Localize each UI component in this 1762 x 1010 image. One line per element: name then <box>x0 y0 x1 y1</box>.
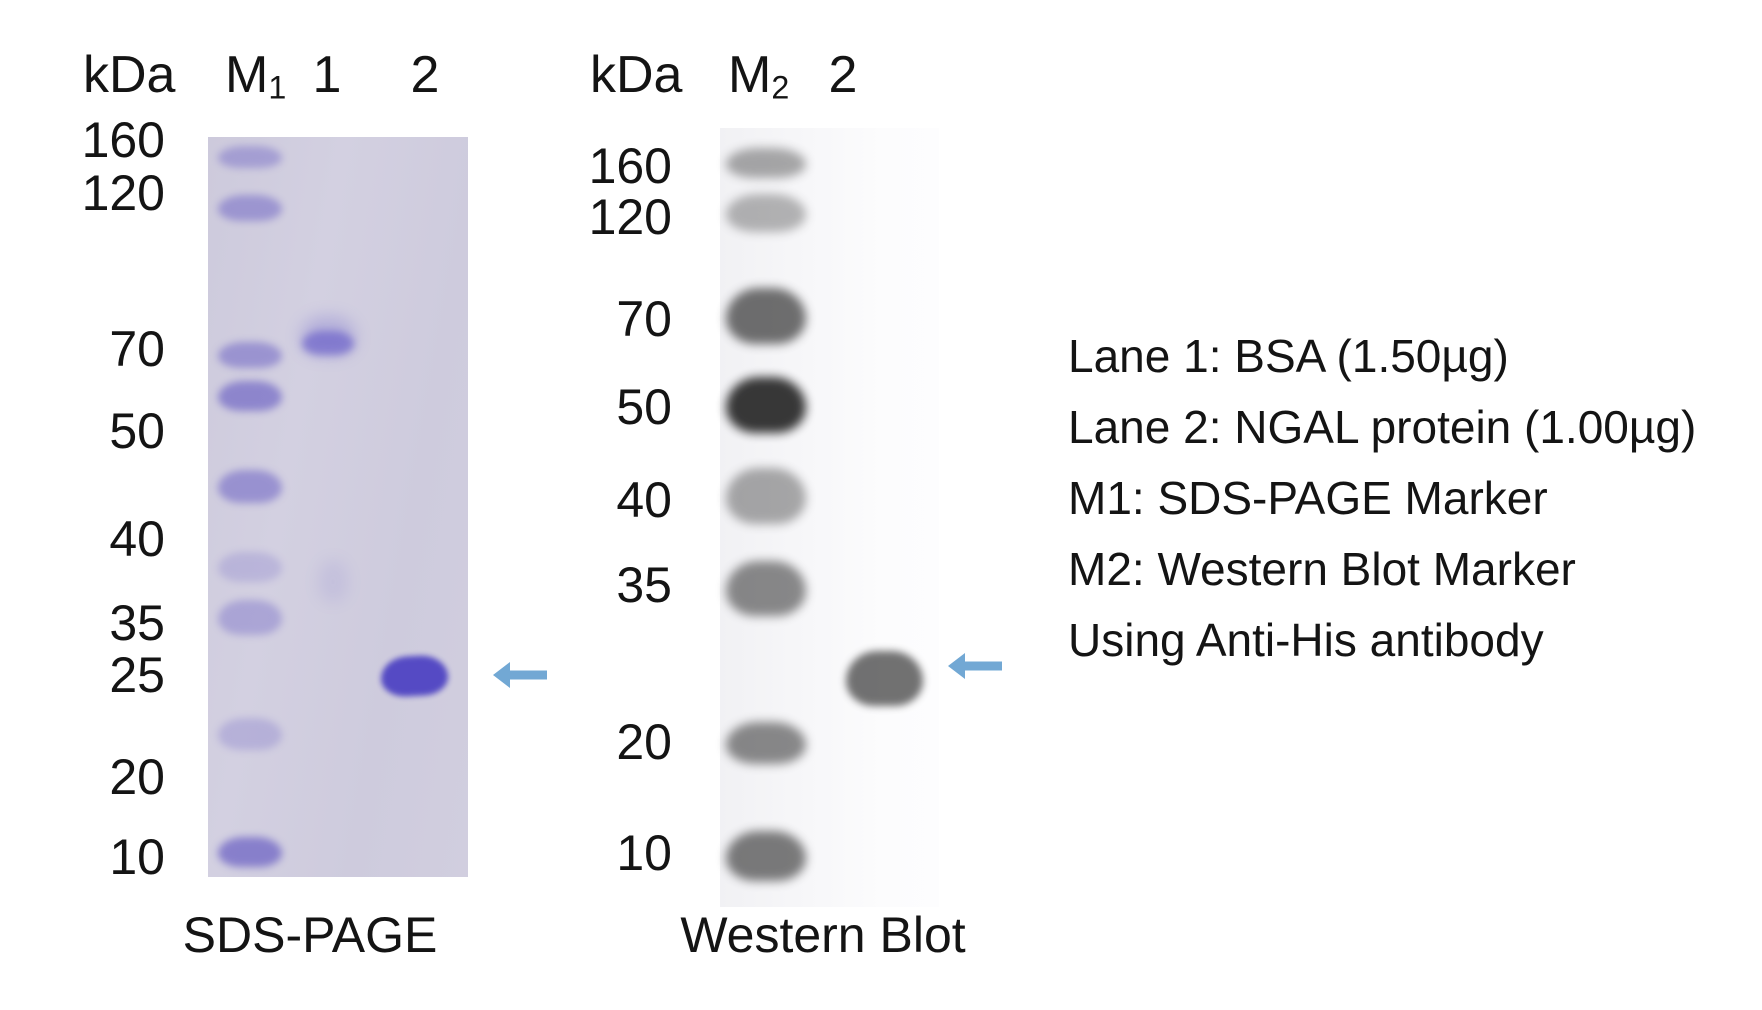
sds-mw-label-10: 10 <box>109 829 165 885</box>
sds-gel-photo <box>208 137 468 877</box>
wb-mw-label-160: 160 <box>588 138 672 194</box>
sds-mw-label-120: 120 <box>81 165 165 221</box>
wb-marker-band-120kda <box>726 194 806 232</box>
sds-mw-label-20: 20 <box>109 749 165 805</box>
wb-caption: Western Blot <box>680 907 966 963</box>
wb-marker-subscript: 2 <box>771 69 790 106</box>
sds-mw-label-40: 40 <box>109 511 165 567</box>
wb-marker-band-35kda <box>726 561 806 616</box>
wb-lane2-header: 2 <box>828 46 858 104</box>
sds-caption: SDS-PAGE <box>182 907 438 963</box>
sds-mw-label-50: 50 <box>109 403 165 459</box>
wb-mw-label-10: 10 <box>616 825 672 881</box>
sds-sample-band-lane2 <box>379 654 450 698</box>
sds-sample-band-lane1 <box>302 331 354 355</box>
wb-mw-label-35: 35 <box>616 557 672 613</box>
wb-marker-letter: M <box>728 46 772 104</box>
wb-mw-label-20: 20 <box>616 714 672 770</box>
sds-marker-band-120kda <box>218 195 282 221</box>
wb-marker-band-40kda <box>726 468 806 524</box>
wb-band-pointer-arrow-icon <box>948 653 1002 679</box>
sds-marker-band-40kda <box>218 552 282 582</box>
sds-marker-band-10kda <box>218 837 282 867</box>
legend-line-antibody: Using Anti-His antibody <box>1068 614 1544 666</box>
legend-line-lane2: Lane 2: NGAL protein (1.00µg) <box>1068 401 1697 453</box>
wb-kda-header: kDa <box>590 46 683 104</box>
wb-marker-band-50kda <box>726 377 806 433</box>
sds-mw-label-160: 160 <box>81 112 165 168</box>
sds-marker-subscript: 1 <box>268 69 287 106</box>
sds-mw-label-35: 35 <box>109 595 165 651</box>
wb-marker-lane-header: M2 <box>728 49 789 104</box>
sds-marker-lane-header: M1 <box>225 49 286 104</box>
wb-mw-label-50: 50 <box>616 379 672 435</box>
wb-gel-photo <box>720 128 939 907</box>
sds-sample-band-lane1 <box>318 560 348 602</box>
wb-marker-band-70kda <box>726 288 806 344</box>
sds-marker-band-45kda <box>218 470 282 503</box>
sds-mw-label-70: 70 <box>109 321 165 377</box>
figure-legend: Lane 1: BSA (1.50µg) Lane 2: NGAL protei… <box>1068 321 1696 676</box>
sds-marker-letter: M <box>225 46 269 104</box>
legend-line-lane1: Lane 1: BSA (1.50µg) <box>1068 330 1509 382</box>
sds-marker-band-22kda <box>218 718 282 750</box>
legend-line-m2: M2: Western Blot Marker <box>1068 543 1576 595</box>
legend-line-m1: M1: SDS-PAGE Marker <box>1068 472 1548 524</box>
sds-lane2-header: 2 <box>410 46 440 104</box>
sds-band-pointer-arrow-icon <box>493 662 547 688</box>
wb-mw-label-70: 70 <box>616 291 672 347</box>
sds-marker-band-55kda <box>218 381 282 411</box>
wb-mw-label-40: 40 <box>616 472 672 528</box>
wb-marker-band-20kda <box>726 722 806 764</box>
sds-marker-band-160kda <box>218 146 282 168</box>
wb-mw-label-120: 120 <box>588 189 672 245</box>
sds-marker-band-35kda <box>218 600 282 635</box>
sds-kda-header: kDa <box>83 46 176 104</box>
sds-marker-band-70kda <box>218 342 282 368</box>
sds-lane1-header: 1 <box>312 46 342 104</box>
sds-mw-label-25: 25 <box>109 647 165 703</box>
wb-sample-band-lane2 <box>846 651 923 706</box>
wb-marker-band-10kda <box>726 831 806 881</box>
wb-marker-band-160kda <box>726 148 806 178</box>
